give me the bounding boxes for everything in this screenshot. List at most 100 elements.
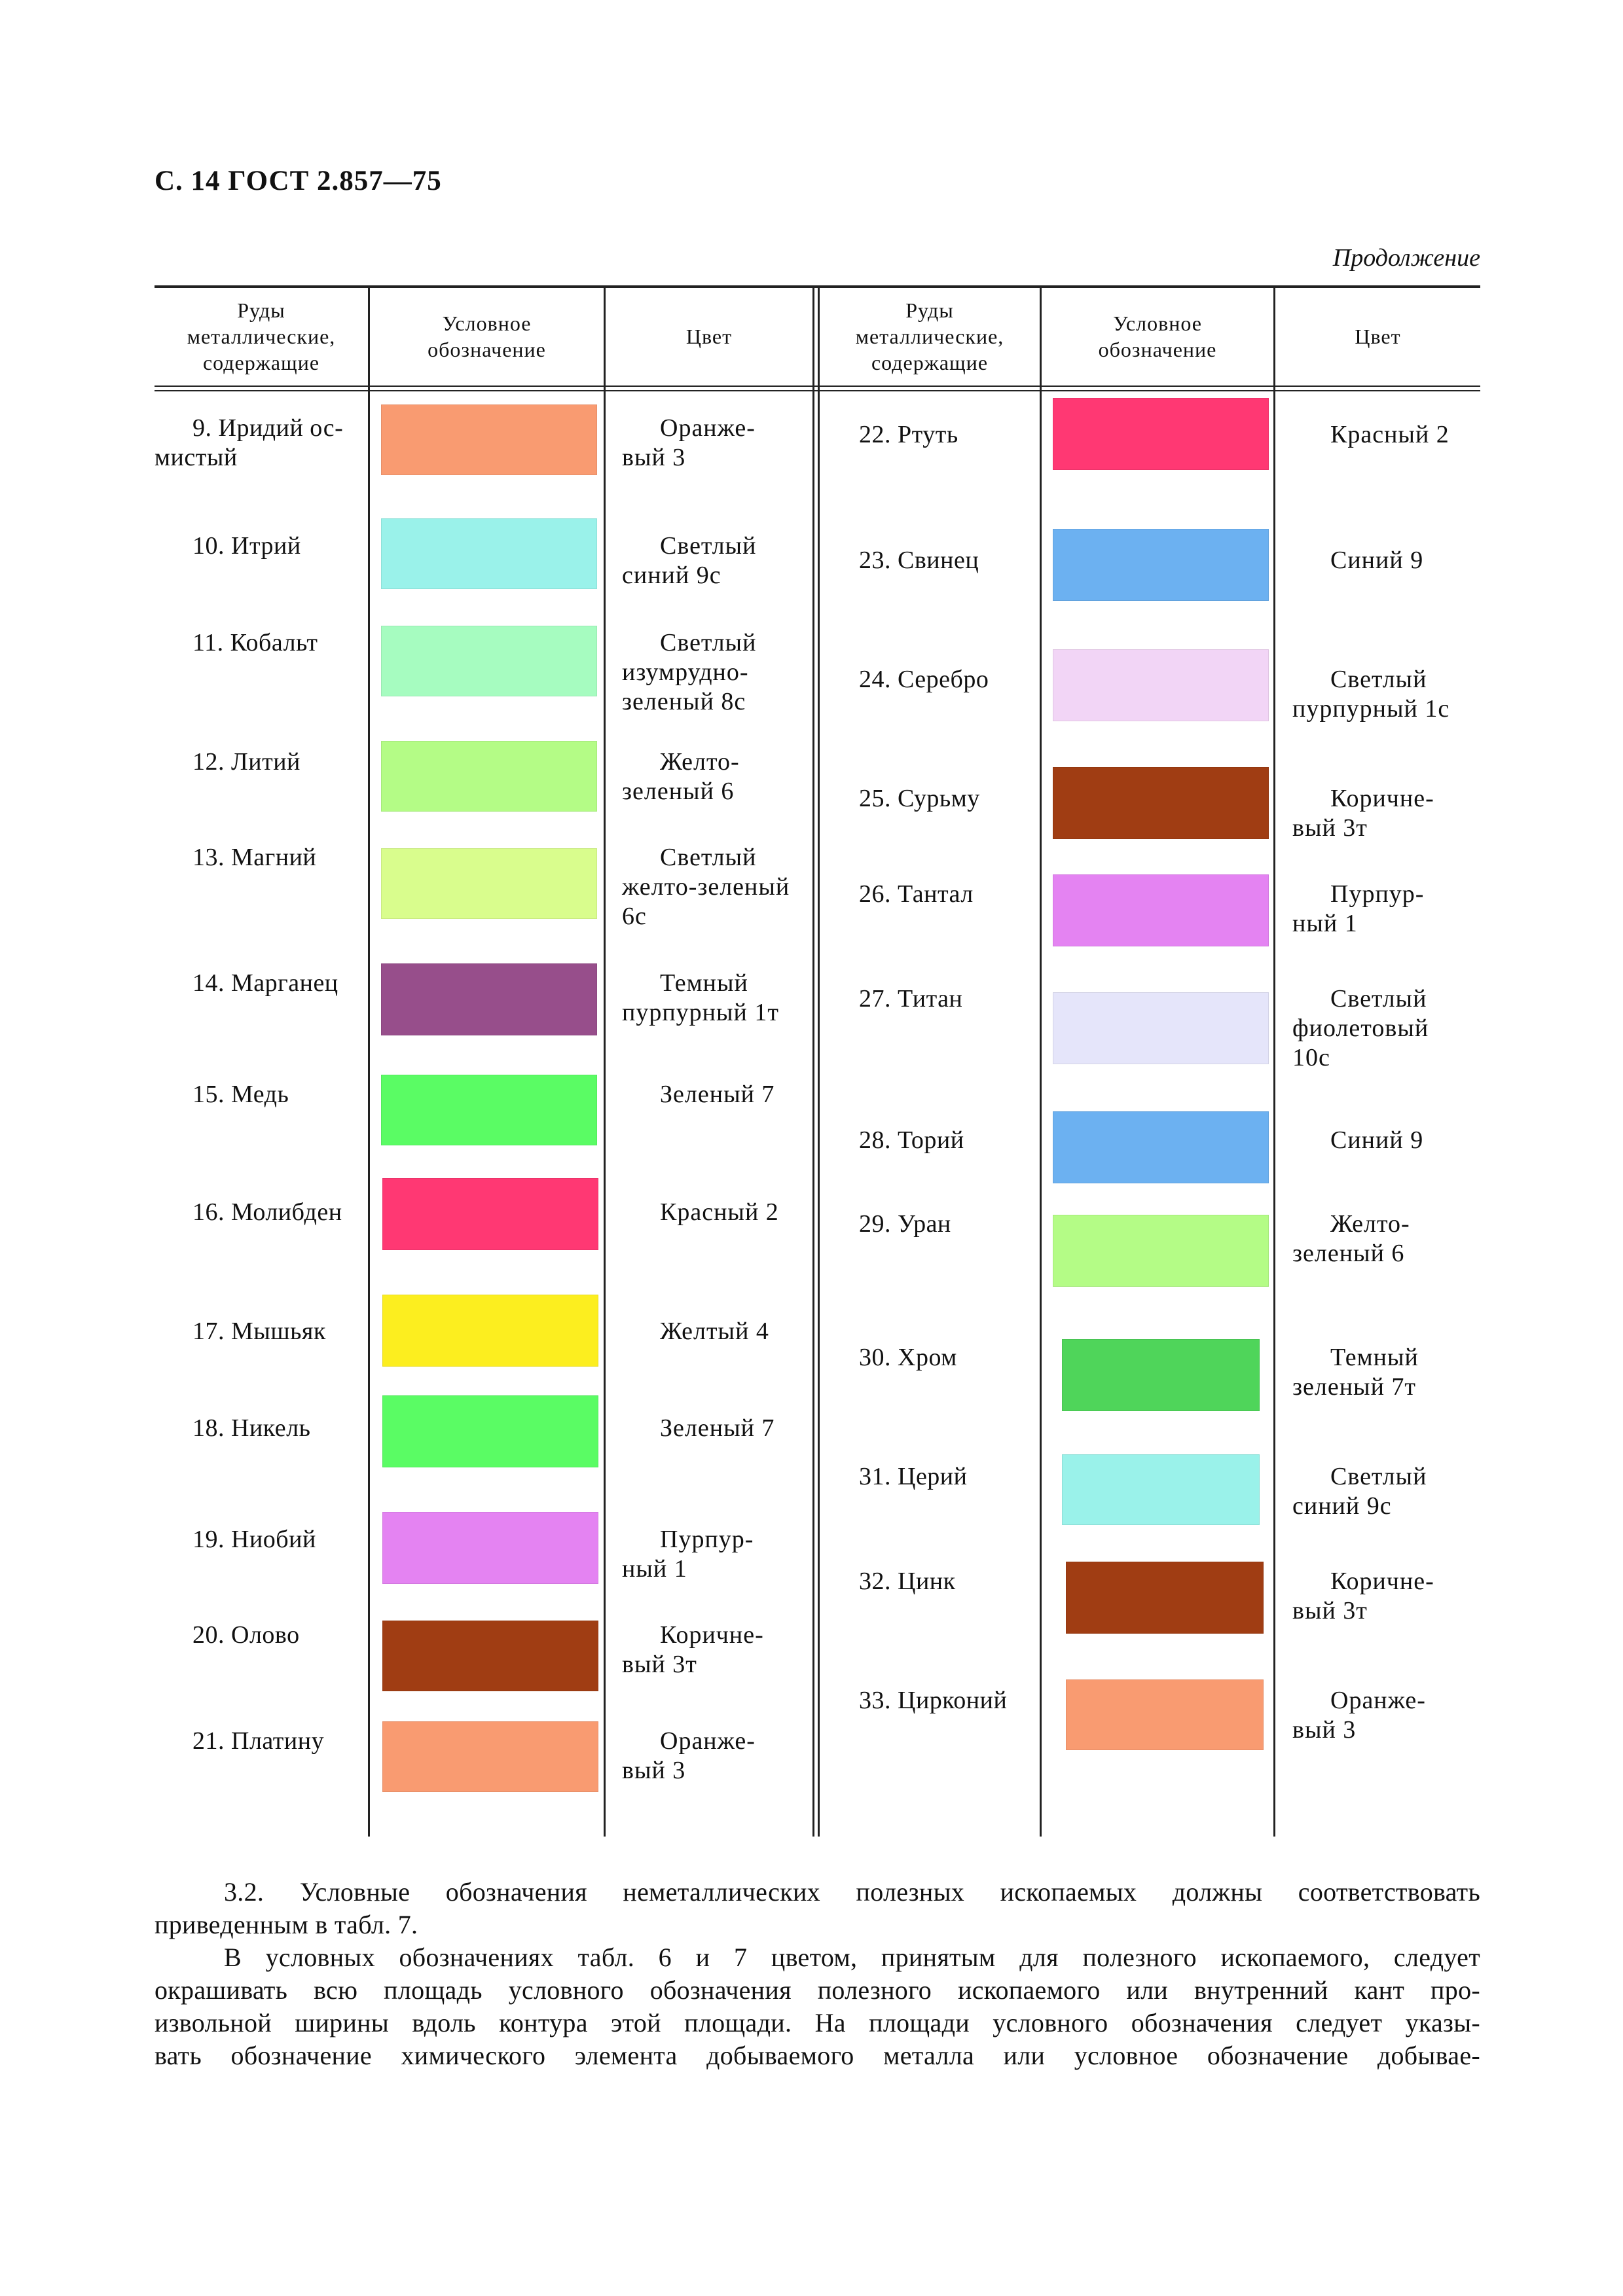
color-name-yttrium: Светлый синий 9с [622,532,757,589]
header-symbol-left-text: Условное обозначение [428,312,546,361]
swatch-uranium [1053,1215,1269,1287]
col-divider-2 [604,285,606,1837]
header-color-right: Цвет [1275,287,1480,386]
swatch-platinum [382,1721,598,1792]
ore-name-tin: 20. Олово [192,1621,300,1649]
color-name-nickel: Зеленый 7 [660,1414,775,1442]
ore-name-iridium: 9. Иридий ос- мистый [155,414,344,471]
paragraph-2-line-4: вать обозначение химического элемента до… [155,2041,1480,2070]
swatch-antimony [1053,767,1269,839]
swatch-titanium [1053,992,1269,1064]
color-name-titanium: Светлый фиолетовый 10с [1292,985,1429,1071]
swatch-tin [382,1621,598,1691]
header-symbol-right: Условное обозначение [1042,287,1273,386]
swatch-zirconium [1066,1679,1264,1750]
ore-name-manganese: 14. Марганец [192,969,338,997]
ore-name-silver: 24. Серебро [859,666,989,693]
header-symbol-right-text: Условное обозначение [1098,312,1217,361]
color-name-antimony: Коричне- вый 3т [1292,785,1434,842]
color-name-uranium: Желто- зеленый 6 [1292,1210,1410,1267]
color-name-copper: Зеленый 7 [660,1081,775,1108]
header-color-left-text: Цвет [685,325,733,348]
paragraph-2-line-3: извольной ширины вдоль контура этой площ… [155,2008,1480,2037]
header-rule-1 [155,386,1480,387]
swatch-niobium [382,1512,598,1584]
page-header: С. 14 ГОСТ 2.857—75 [155,166,442,196]
header-symbol-left: Условное обозначение [370,287,604,386]
color-name-arsenic: Желтый 4 [660,1318,769,1345]
color-name-iridium: Оранже- вый 3 [622,414,756,471]
ore-name-nickel: 18. Никель [192,1414,311,1442]
ore-name-lead: 23. Свинец [859,547,979,574]
color-name-manganese: Темный пурпурный 1т [622,969,779,1026]
table-top-rule [155,285,1480,288]
header-ores-right: Руды металлические, содержащие [820,287,1040,386]
color-name-tantalum: Пурпур- ный 1 [1292,880,1425,937]
ore-name-tantalum: 26. Тантал [859,880,974,908]
ore-name-magnesium: 13. Магний [192,844,317,871]
swatch-mercury [1053,398,1269,470]
ore-name-copper: 15. Медь [192,1081,289,1108]
ore-name-uranium: 29. Уран [859,1210,951,1238]
col-divider-1 [368,285,370,1837]
ore-name-cobalt: 11. Кобальт [192,629,318,656]
paragraph-2-line-2: окрашивать всю площадь условного обознач… [155,1975,1480,2005]
swatch-molybdenum [382,1178,598,1250]
paragraph-3-2-line-1: 3.2. Условные обозначения неметаллически… [224,1877,1480,1907]
ore-name-molybdenum: 16. Молибден [192,1198,342,1226]
swatch-tantalum [1053,874,1269,946]
header-ores-left-text: Руды металлические, содержащие [187,298,336,374]
header-ores-left: Руды металлические, содержащие [155,287,368,386]
swatch-copper [381,1075,597,1145]
color-name-zirconium: Оранже- вый 3 [1292,1687,1426,1744]
ore-name-niobium: 19. Ниобий [192,1526,316,1553]
color-name-lead: Синий 9 [1330,547,1424,574]
swatch-yttrium [381,518,597,589]
swatch-manganese [381,963,597,1035]
ore-name-yttrium: 10. Итрий [192,532,301,560]
swatch-nickel [382,1395,598,1467]
color-name-platinum: Оранже- вый 3 [622,1727,756,1784]
swatch-zinc [1066,1562,1264,1634]
ore-name-thorium: 28. Торий [859,1126,964,1154]
swatch-lead [1053,529,1269,601]
swatch-arsenic [382,1295,598,1367]
col-divider-5 [1273,285,1275,1837]
swatch-magnesium [381,848,597,919]
swatch-silver [1053,649,1269,721]
ore-name-chromium: 30. Хром [859,1344,957,1371]
continuation-label: Продолжение [1332,244,1480,272]
ore-name-antimony: 25. Сурьму [859,785,980,812]
color-name-cobalt: Светлый изумрудно- зеленый 8с [622,629,757,715]
ore-name-cerium: 31. Церий [859,1463,968,1490]
ore-name-mercury: 22. Ртуть [859,421,958,448]
header-rule-2 [155,390,1480,391]
color-name-silver: Светлый пурпурный 1с [1292,666,1450,723]
color-name-lithium: Желто- зеленый 6 [622,748,740,805]
swatch-chromium [1062,1339,1260,1411]
color-name-magnesium: Светлый желто-зеленый 6с [622,844,790,930]
paragraph-3-2-line-2: приведенным в табл. 7. [155,1910,418,1939]
swatch-iridium [381,404,597,475]
swatch-cerium [1062,1454,1260,1525]
paragraph-2-line-1: В условных обозначениях табл. 6 и 7 цвет… [224,1943,1480,1972]
color-name-molybdenum: Красный 2 [660,1198,779,1226]
col-divider-4 [1040,285,1042,1837]
swatch-lithium [381,741,597,812]
color-name-tin: Коричне- вый 3т [622,1621,764,1678]
ore-name-lithium: 12. Литий [192,748,301,776]
color-name-cerium: Светлый синий 9с [1292,1463,1427,1520]
header-ores-right-text: Руды металлические, содержащие [855,298,1004,374]
color-name-chromium: Темный зеленый 7т [1292,1344,1419,1401]
col-divider-3b [818,285,820,1837]
col-divider-3a [812,285,814,1837]
swatch-thorium [1053,1111,1269,1183]
ore-name-zinc: 32. Цинк [859,1568,956,1595]
ore-name-zirconium: 33. Цирконий [859,1687,1008,1714]
ore-name-arsenic: 17. Мышьяк [192,1318,326,1345]
color-name-mercury: Красный 2 [1330,421,1450,448]
header-color-left: Цвет [606,287,812,386]
swatch-cobalt [381,626,597,696]
ore-color-table: Руды металлические, содержащие Условное … [155,285,1480,1837]
color-name-thorium: Синий 9 [1330,1126,1424,1154]
